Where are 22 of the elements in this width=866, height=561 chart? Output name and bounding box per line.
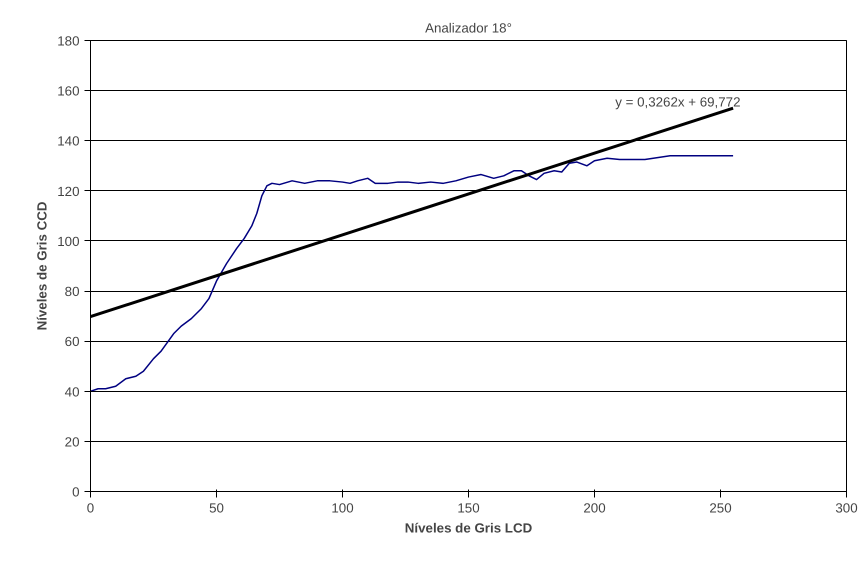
y-tick-label: 40 (64, 384, 80, 400)
x-axis-title: Níveles de Gris LCD (404, 520, 533, 536)
line-series (90, 155, 734, 392)
y-tick-label: 20 (64, 434, 80, 450)
x-tick-label: 150 (457, 500, 480, 516)
y-tick-label: 140 (57, 134, 80, 149)
chart-title: Analizador 18° (425, 20, 512, 36)
y-tick-label: 100 (57, 234, 80, 249)
y-tick-label: 60 (64, 334, 80, 350)
x-tick-label: 100 (331, 500, 354, 516)
x-tick-label: 250 (709, 500, 732, 516)
annotation: y = 0,3262x + 69,772 (615, 94, 741, 110)
y-tick-label: 180 (57, 34, 80, 48)
y-tick-label: 160 (57, 84, 80, 99)
x-tick-label: 0 (86, 500, 94, 516)
y-tick-label: 80 (64, 284, 80, 300)
x-tick-label: 50 (209, 500, 224, 516)
x-tick-label: 300 (835, 500, 858, 516)
y-tick-label: 120 (57, 184, 80, 199)
y-axis-title: Níveles de Gris CCD (34, 201, 50, 330)
x-tick-label: 200 (583, 500, 606, 516)
y-tick-label: 0 (72, 484, 80, 500)
